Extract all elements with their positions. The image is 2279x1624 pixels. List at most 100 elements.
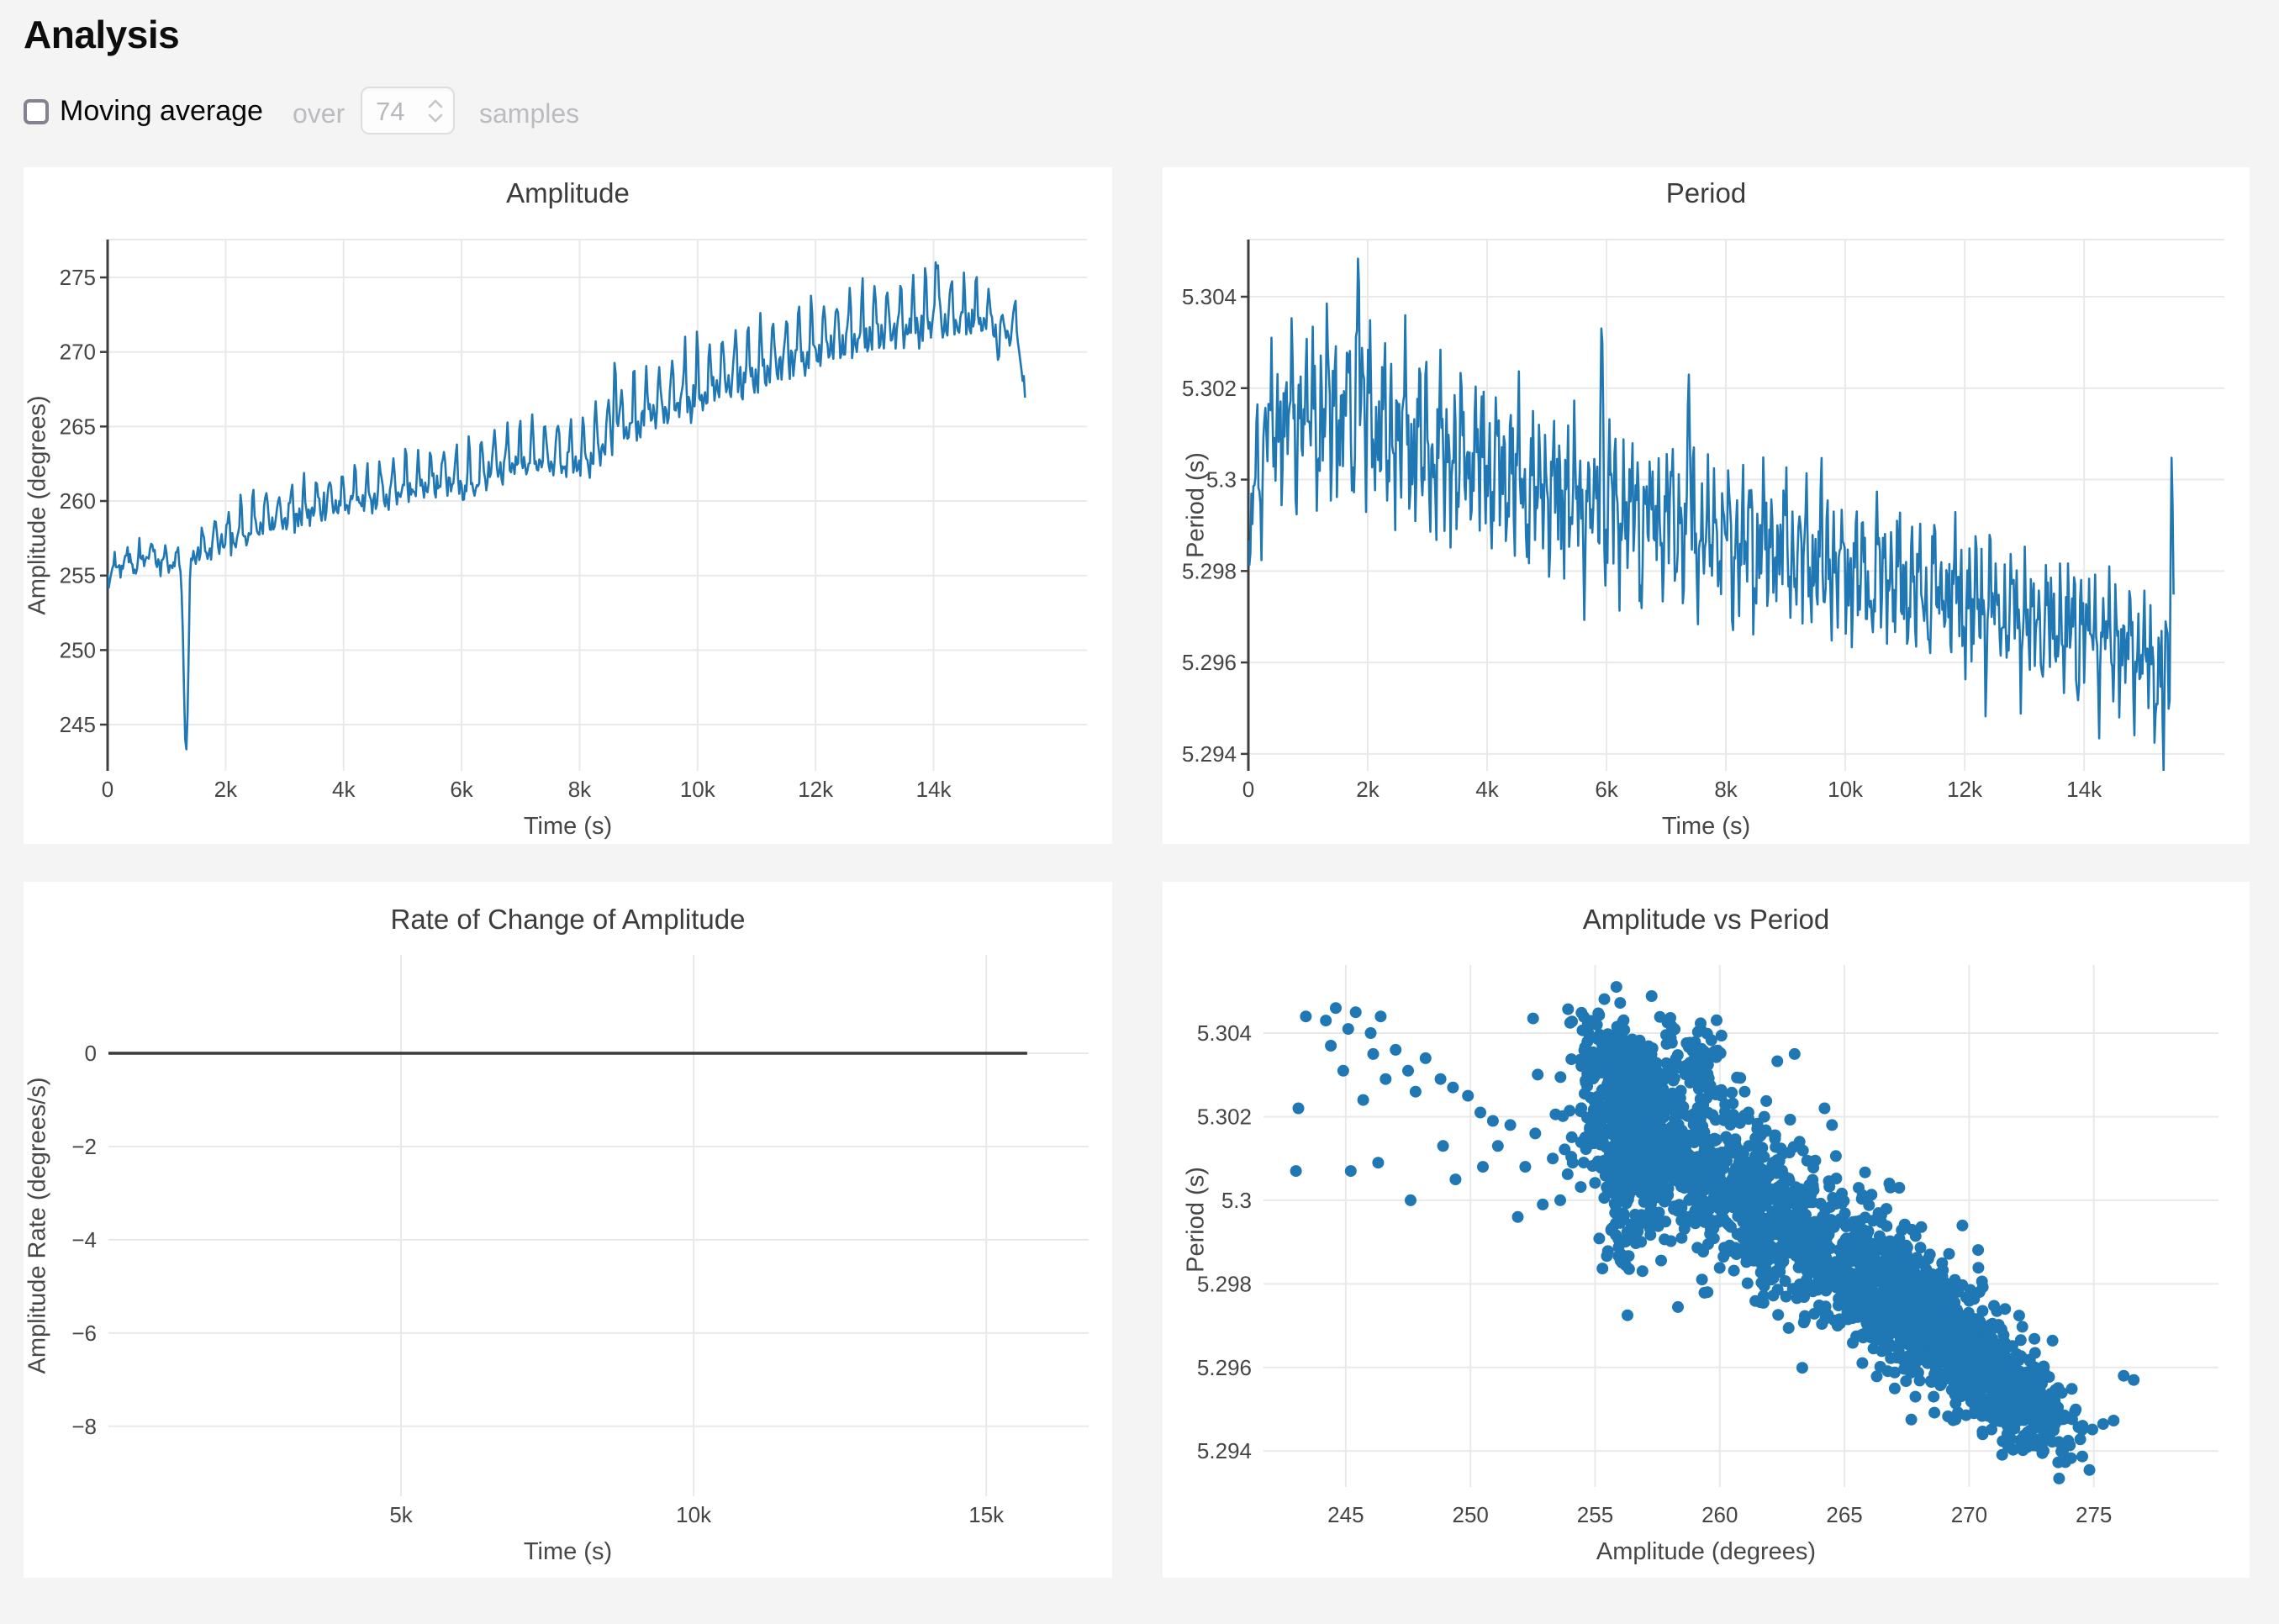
scatter-point [1374,1010,1387,1023]
scatter-point [1665,1133,1678,1146]
scatter-point [1643,1117,1655,1130]
scatter-point [1645,990,1658,1002]
tick-labels: 0 2k 4k 6k 8k 10k 12k 14k 245 250 255 260 265 270 275 [60,265,952,802]
x-tick-label: 8k [1714,777,1738,802]
scatter-point [1870,1370,1883,1383]
scatter-point [1976,1379,1988,1392]
x-tick-label: 245 [1327,1502,1364,1527]
y-tick-label: 5.3 [1221,1188,1252,1213]
y-tick-label: 5.302 [1197,1104,1252,1129]
scatter-point [1537,1198,1549,1210]
scatter-point [1976,1337,1988,1349]
x-tick-label: 2k [214,777,238,802]
scatter-point [1776,1241,1789,1253]
scatter-point [1885,1352,1897,1364]
amplitude-plot[interactable]: 0 2k 4k 6k 8k 10k 12k 14k 245 250 255 260 265 270 275 [24,167,1112,844]
x-tick-label: 10k [680,777,716,802]
scatter-point [1685,1182,1697,1194]
scatter-point [1610,1200,1622,1212]
scatter-point [1603,1171,1615,1184]
scatter-point [2028,1332,2041,1345]
scatter-point [2019,1370,2032,1383]
scatter-point [1638,1142,1650,1155]
scatter-point [2052,1456,2065,1468]
scatter-point [1713,1262,1726,1274]
scatter-point [1972,1262,1985,1274]
y-tick-label: 250 [60,637,96,662]
scatter-point [1561,1168,1574,1180]
scatter-point [2076,1450,2088,1463]
scatter-point [1891,1318,1904,1331]
scatter-point [1575,1181,1587,1194]
scatter-point [1841,1293,1854,1305]
scatter-point [1640,1085,1653,1098]
scatter-point [1875,1216,1888,1229]
scatter-point [1580,1074,1592,1087]
scatter-plot[interactable]: 245 250 255 260 265 270 275 5.294 5.296 5.298 5.3 5… [1163,882,2250,1578]
scatter-point [1721,1148,1733,1160]
scatter-point [1689,1217,1701,1230]
scatter-point [1592,1007,1605,1020]
amplitude-y-axis-label: Amplitude (degrees) [24,395,51,615]
scatter-point [1905,1413,1918,1426]
scatter-point [1690,1196,1702,1209]
scatter-point [1771,1055,1784,1068]
scatter-point [1919,1326,1932,1339]
scatter-point [1992,1319,2005,1331]
scatter-point [1971,1366,1984,1379]
scatter-point [1859,1166,1871,1178]
scatter-point [1579,1131,1591,1144]
samples-input[interactable]: 74 [361,87,455,134]
scatter-point [1886,1240,1898,1252]
scatter-point [1716,1186,1728,1199]
moving-average-checkbox[interactable] [24,99,49,124]
scatter-point [2055,1386,2068,1399]
scatter-point [1626,1051,1638,1063]
scatter-point [1939,1367,1952,1379]
number-stepper-icon[interactable] [426,97,445,125]
scatter-point [1601,1028,1614,1041]
scatter-point [1664,1068,1676,1081]
stepper-down-icon[interactable] [428,113,443,122]
scatter-point [1700,1176,1712,1189]
scatter-point [1859,1211,1871,1224]
scatter-point [1834,1282,1847,1294]
scatter-point [1532,1068,1544,1081]
rate-plot[interactable]: 5k 10k 15k 0 −2 −4 −6 −8 [24,882,1112,1578]
scatter-point [1625,1074,1638,1087]
y-tick-label: 5.3 [1206,467,1237,493]
y-tick-label: 270 [60,340,96,365]
scatter-point [1577,1157,1590,1169]
x-tick-label: 14k [916,777,952,802]
scatter-point [1800,1231,1812,1244]
scatter-point [1529,1127,1542,1140]
scatter-point [1871,1333,1884,1345]
scatter-point [1641,1052,1654,1064]
grid [108,955,1089,1496]
scatter-point [1357,1094,1369,1106]
scatter-point [1631,1215,1643,1227]
scatter-point [1622,1309,1633,1321]
scatter-point [1951,1368,1964,1379]
period-plot[interactable]: 0 2k 4k 6k 8k 10k 12k 14k 5.294 5.296 5.298 5.3 5.30… [1163,167,2250,844]
scatter-point [1596,1263,1609,1275]
x-tick-label: 250 [1452,1502,1488,1527]
scatter-point [1681,1068,1693,1081]
scatter-point [2046,1436,2059,1448]
scatter-point [1342,1023,1354,1036]
period-x-axis-label: Time (s) [1661,813,1751,840]
moving-average-label[interactable]: Moving average [60,95,263,127]
scatter-point [1793,1288,1806,1300]
scatter-point [1760,1094,1773,1107]
scatter-point [1769,1129,1781,1142]
scatter-point [1688,1136,1701,1149]
stepper-up-icon[interactable] [428,99,443,108]
scatter-point [1674,1126,1686,1139]
scatter-point [1682,1041,1695,1053]
scatter-point [1664,1012,1676,1024]
scatter-point [1733,1152,1746,1164]
scatter-x-axis-label: Amplitude (degrees) [1596,1538,1817,1565]
y-tick-label: −6 [71,1321,97,1346]
scatter-point [1687,1108,1700,1120]
scatter-point [1607,1089,1619,1100]
